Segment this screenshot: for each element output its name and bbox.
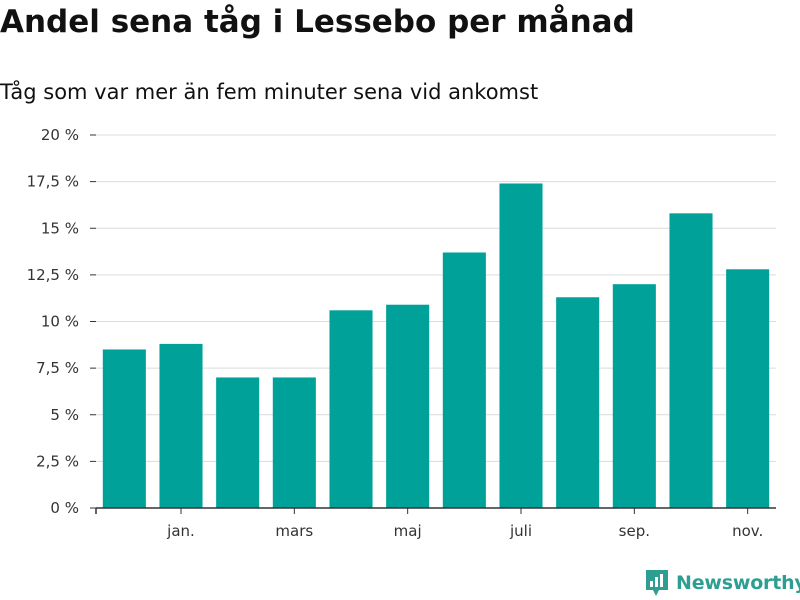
y-tick-label: 15 %	[41, 219, 79, 237]
x-tick-label: maj	[394, 522, 422, 540]
y-tick-label: 10 %	[41, 313, 79, 331]
x-tick-label: juli	[509, 522, 532, 540]
bar-dec	[102, 349, 146, 508]
brand-name: Newsworthy	[676, 572, 800, 594]
y-tick-label: 7,5 %	[36, 359, 79, 377]
bar-feb	[216, 377, 260, 508]
y-tick-label: 20 %	[41, 126, 79, 144]
x-tick-label: sep.	[619, 522, 650, 540]
newsworthy-logo: Newsworthy	[644, 568, 800, 598]
chart-title: Andel sena tåg i Lessebo per månad	[0, 4, 635, 40]
bar-juni	[442, 252, 486, 508]
chart-subtitle: Tåg som var mer än fem minuter sena vid …	[0, 80, 539, 104]
bar-nov	[726, 269, 770, 508]
y-tick-label: 2,5 %	[36, 452, 79, 470]
bar-jan	[159, 343, 203, 508]
bar-aug	[556, 297, 600, 508]
y-tick-label: 5 %	[50, 406, 79, 424]
y-tick-label: 0 %	[50, 499, 79, 517]
y-tick-label: 12,5 %	[27, 266, 79, 284]
bar-mars	[272, 377, 316, 508]
newsworthy-logo-icon	[646, 570, 668, 596]
bar-sep	[612, 284, 656, 508]
x-tick-label: mars	[275, 522, 313, 540]
bar-apr	[329, 310, 373, 508]
bar-maj	[386, 304, 430, 508]
y-tick-label: 17,5 %	[27, 173, 79, 191]
x-tick-label: jan.	[166, 522, 195, 540]
bar-okt	[669, 213, 713, 508]
bar-juli	[499, 183, 543, 509]
x-tick-label: nov.	[732, 522, 763, 540]
